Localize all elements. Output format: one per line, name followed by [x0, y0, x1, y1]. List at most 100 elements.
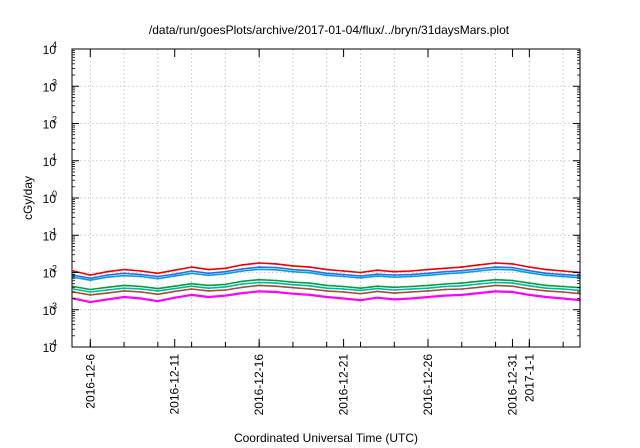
x-axis-label: Coordinated Universal Time (UTC): [234, 431, 418, 445]
data-point: [545, 296, 548, 298]
data-point: [393, 292, 396, 294]
y-tick-exponent: -4: [49, 338, 57, 348]
y-tick-exponent: 0: [52, 189, 57, 199]
data-point: [292, 265, 294, 267]
data-point: [190, 272, 193, 275]
data-point: [460, 271, 463, 274]
data-point: [393, 270, 396, 273]
y-tick-label: 101: [43, 152, 57, 169]
data-point: [545, 287, 548, 290]
data-point: [410, 273, 412, 276]
data-point: [106, 298, 109, 301]
data-point: [173, 296, 176, 299]
data-point: [494, 268, 497, 271]
data-point: [427, 287, 429, 290]
data-point: [275, 268, 277, 271]
data-point: [106, 292, 109, 294]
data-point: [528, 282, 531, 284]
data-point: [325, 268, 328, 271]
data-point: [106, 286, 109, 289]
data-point: [477, 264, 480, 266]
data-point: [477, 268, 480, 270]
data-point: [325, 284, 328, 287]
data-point: [275, 282, 277, 284]
data-point: [359, 289, 362, 292]
data-point: [494, 284, 497, 287]
data-point: [308, 288, 311, 290]
data-point: [224, 294, 227, 297]
data-point: [123, 296, 125, 298]
data-point: [173, 290, 176, 293]
data-point: [545, 284, 548, 287]
data-point: [156, 290, 159, 292]
data-point: [562, 291, 564, 293]
data-point: [258, 281, 261, 284]
data-point: [292, 283, 294, 286]
data-point: [410, 275, 412, 278]
data-point: [258, 268, 261, 271]
data-point: [359, 277, 362, 279]
y-tick-label: 104: [43, 40, 57, 57]
data-point: [190, 288, 193, 290]
data-point: [562, 297, 564, 300]
data-point: [545, 274, 548, 277]
data-point: [224, 286, 227, 288]
data-point: [325, 272, 328, 275]
data-point: [258, 290, 261, 293]
data-point: [342, 288, 345, 290]
x-tick-label: 2016-12-16: [252, 354, 266, 416]
data-point: [444, 267, 446, 270]
data-point: [123, 268, 125, 271]
data-point: [444, 288, 446, 291]
data-point: [190, 285, 193, 288]
data-point: [528, 284, 531, 287]
data-point: [241, 270, 244, 272]
data-point: [376, 275, 379, 277]
data-point: [224, 267, 227, 270]
data-point: [494, 278, 497, 281]
data-point: [140, 275, 142, 278]
data-point: [89, 277, 92, 280]
data-point: [494, 281, 497, 284]
data-point: [258, 284, 261, 287]
data-point: [562, 270, 564, 272]
y-axis-label: cGy/day: [21, 176, 35, 220]
data-point: [308, 294, 311, 296]
data-point: [140, 297, 142, 300]
data-point: [241, 283, 244, 285]
data-point: [511, 263, 514, 265]
data-point: [528, 294, 531, 296]
data-point: [410, 270, 412, 272]
y-tick-label: 10-1: [43, 226, 57, 243]
data-point: [427, 274, 429, 277]
data-point: [156, 300, 159, 303]
data-point: [359, 287, 362, 290]
data-point: [123, 290, 125, 292]
data-point: [308, 266, 311, 268]
data-point: [545, 268, 548, 271]
y-tick-label: 102: [43, 115, 57, 132]
data-point: [106, 289, 109, 291]
series-group: [72, 262, 581, 304]
data-point: [511, 266, 514, 269]
data-point: [275, 291, 277, 293]
data-point: [410, 291, 412, 293]
data-point: [376, 290, 379, 293]
data-point: [275, 285, 277, 288]
y-tick-exponent: -1: [49, 226, 57, 236]
data-point: [427, 272, 429, 275]
data-point: [325, 290, 328, 292]
data-point: [173, 275, 176, 277]
data-point: [342, 297, 345, 300]
data-point: [241, 268, 244, 270]
data-point: [410, 297, 412, 300]
data-point: [427, 284, 429, 287]
data-point: [207, 284, 210, 287]
data-point: [106, 270, 109, 273]
data-point: [292, 281, 294, 284]
data-point: [393, 286, 396, 289]
data-point: [342, 273, 345, 276]
data-point: [72, 276, 75, 279]
data-point: [393, 289, 396, 291]
